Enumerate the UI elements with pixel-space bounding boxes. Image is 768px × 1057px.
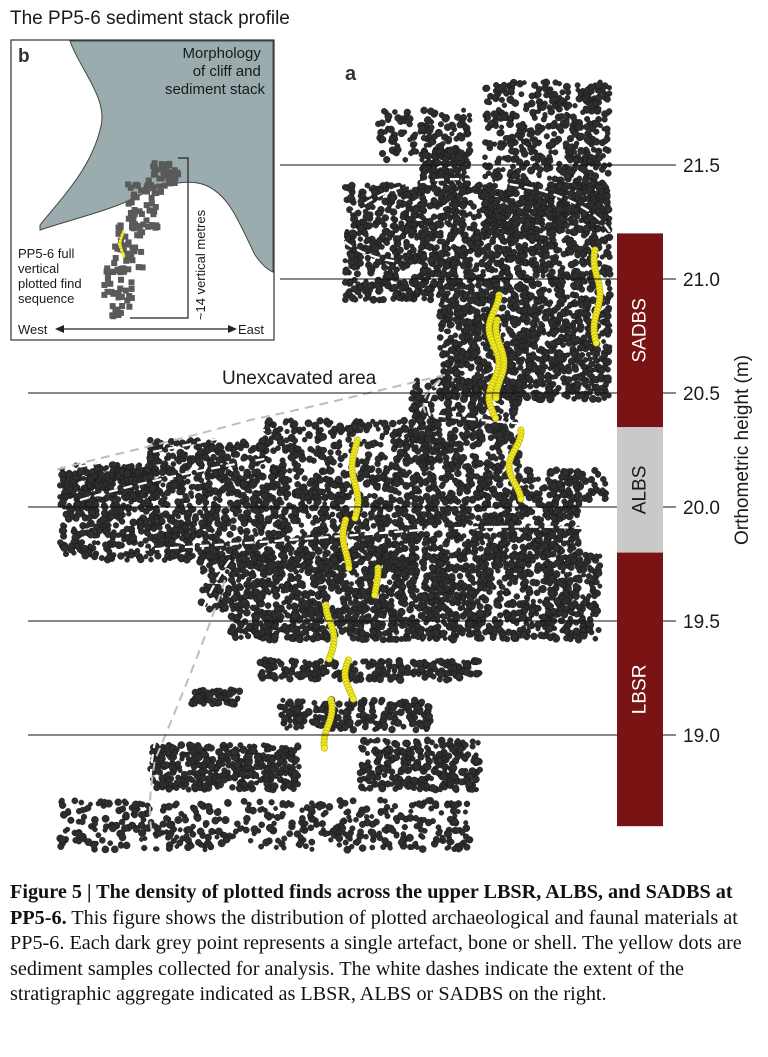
panel-b-label: b: [18, 46, 30, 67]
vertical-metres-label: ~14 vertical metres: [193, 209, 208, 320]
caption-title: Figure 5 | The density of plotted finds …: [10, 881, 733, 929]
finds-point-cloud: [56, 78, 614, 854]
east-label: East: [238, 322, 264, 337]
stratigraphy-bar: SADBS ALBS LBSR: [617, 233, 663, 827]
tick-label: 19.0: [683, 726, 720, 747]
sequence-label: PP5-6 full vertical plotted find sequenc…: [18, 246, 85, 306]
inset-panel-b: b Morphology of cliff and sediment stack…: [10, 39, 275, 341]
tick-label: 20.0: [683, 498, 720, 519]
unexcavated-outline: [54, 374, 446, 836]
height-tick-labels: 21.5 21.0 20.5 20.0 19.5 19.0: [683, 156, 720, 747]
west-label: West: [18, 322, 48, 337]
tick-label: 21.0: [683, 270, 720, 291]
aggregate-extent-dashes: [59, 178, 616, 801]
tick-label: 20.5: [683, 384, 720, 405]
sediment-samples: [320, 246, 604, 752]
stratum-sadbs: [617, 233, 663, 428]
panel-a-label: a: [345, 63, 357, 85]
stratum-label: SADBS: [630, 298, 651, 362]
unexcavated-area-label: Unexcavated area: [222, 368, 377, 389]
stratum-albs: [617, 427, 663, 553]
stratum-label: LBSR: [630, 665, 651, 715]
stratum-lbsr: [617, 552, 663, 827]
figure-graphic: SADBS ALBS LBSR 21.5 21.0 20.5 20.0 19.5 19.0 O…: [10, 39, 753, 854]
tick-label: 19.5: [683, 612, 720, 633]
axis-label: Orthometric height (m): [732, 355, 753, 545]
figure-caption: Figure 5 | The density of plotted finds …: [10, 880, 758, 1008]
west-east-arrow: [55, 325, 237, 333]
height-reference-lines: [28, 164, 676, 736]
stratum-label: ALBS: [630, 466, 651, 515]
morphology-label: Morphology of cliff and sediment stack: [165, 45, 266, 98]
figure-title: The PP5-6 sediment stack profile: [10, 8, 290, 29]
caption-body: This figure shows the distribution of pl…: [10, 906, 742, 1006]
tick-label: 21.5: [683, 156, 720, 177]
